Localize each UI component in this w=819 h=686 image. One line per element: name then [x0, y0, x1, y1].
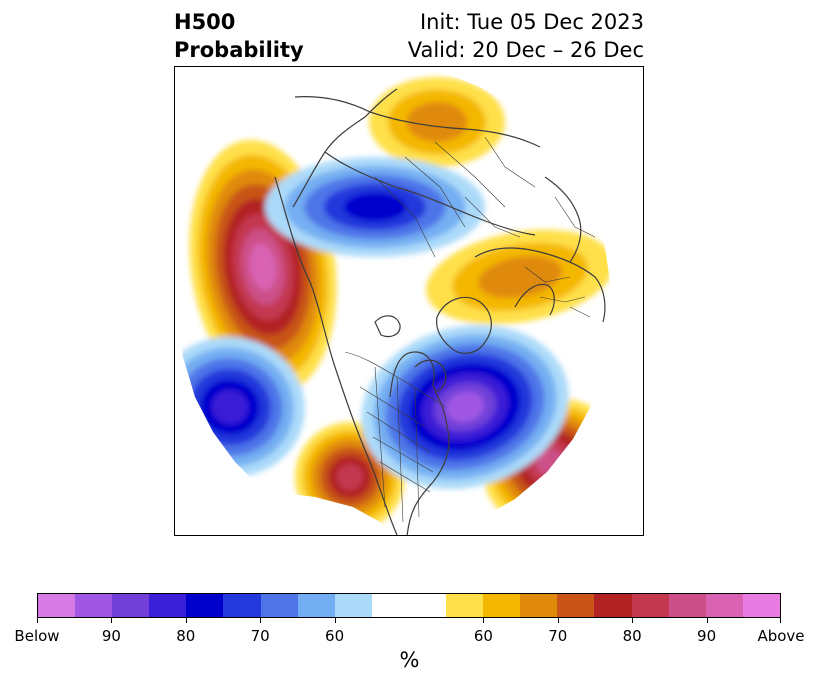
colorbar-cell [483, 594, 521, 617]
colorbar-tick [111, 618, 113, 623]
colorbar-unit: % [399, 648, 420, 672]
colorbar-cell [149, 594, 187, 617]
colorbar-tick-label: 90 [101, 627, 121, 645]
colorbar-tick-label: 70 [548, 627, 568, 645]
blob-hudson [361, 325, 569, 489]
colorbar-tick [780, 618, 781, 623]
colorbar-tick [632, 618, 634, 623]
coastline-mediterranean [544, 176, 582, 263]
blob-siberia [369, 77, 505, 167]
colorbar-cell [371, 594, 409, 617]
colorbar-cell [705, 594, 743, 617]
colorbar-cell [38, 594, 76, 617]
blob-west-canada-contour [249, 243, 277, 291]
colorbar-cell [297, 594, 335, 617]
map-panel [174, 66, 644, 536]
title-left: H500 Probability [174, 8, 304, 64]
colorbar-cell [186, 594, 224, 617]
title-variable: H500 [174, 10, 236, 34]
colorbar-tick [260, 618, 262, 623]
blob-north-pacific-contour [211, 389, 249, 425]
coastline-north-america-east [389, 351, 450, 535]
title-right: Init: Tue 05 Dec 2023 Valid: 20 Dec – 26… [408, 8, 644, 64]
coastline-hudson-bay [414, 359, 447, 393]
probability-map [175, 67, 611, 535]
blob-siberia-contour [406, 102, 468, 142]
colorbar-tick [483, 618, 485, 623]
colorbar-tick-label: 70 [250, 627, 270, 645]
coastline-scandinavia [514, 283, 555, 316]
colorbar-tick [334, 618, 336, 623]
colorbar-cell [223, 594, 261, 617]
colorbar-tick-label: Below [14, 627, 60, 645]
colorbar-tick [706, 618, 708, 623]
coastline-asia-north [324, 151, 536, 236]
colorbar-cell [631, 594, 669, 617]
colorbar-cell [668, 594, 706, 617]
coastline-europe [474, 247, 606, 323]
colorbar [37, 593, 781, 618]
border-us-states-2 [374, 366, 420, 523]
border-eurasia-1 [374, 141, 506, 258]
border-eurasia-2 [464, 136, 596, 238]
coastline-alaska [292, 88, 398, 208]
colorbar-cell [557, 594, 595, 617]
blob-central-asia-contour [343, 192, 407, 222]
coastline-arctic-islands [374, 315, 401, 338]
colorbar-cell [408, 594, 447, 617]
valid-range: Valid: 20 Dec – 26 Dec [407, 38, 644, 62]
colorbar-tick-label: 80 [176, 627, 196, 645]
init-date: Init: Tue 05 Dec 2023 [419, 10, 644, 34]
coastline-greenland [436, 296, 492, 354]
title-type: Probability [174, 38, 304, 62]
colorbar-cell [334, 594, 372, 617]
colorbar-cell [520, 594, 558, 617]
colorbar-cell [260, 594, 298, 617]
colorbar-labels: Below 90 80 70 60 60 70 80 90 Above [0, 627, 819, 647]
colorbar-tick [185, 618, 187, 623]
coastline-north-america-west [274, 176, 398, 535]
colorbar-tick [557, 618, 559, 623]
colorbar-tick-label: 80 [622, 627, 642, 645]
colorbar-tick-label: Above [757, 627, 805, 645]
colorbar-tick [37, 618, 38, 623]
colorbar-cell [112, 594, 150, 617]
colorbar-ticks [37, 618, 781, 624]
blob-hudson-contour [445, 391, 485, 423]
coastline-asia-east [294, 96, 541, 148]
colorbar-cell [742, 594, 780, 617]
colorbar-tick-label: 60 [325, 627, 345, 645]
colorbar-cell [446, 594, 484, 617]
colorbar-cell [75, 594, 113, 617]
blob-southwest-us-contour [336, 463, 364, 491]
blob-eurasia-contour [478, 255, 562, 299]
blob-central-asia [265, 157, 485, 257]
colorbar-cell [594, 594, 632, 617]
border-europe [524, 266, 591, 318]
border-us-states-1 [359, 386, 434, 493]
colorbar-tick-label: 60 [473, 627, 493, 645]
colorbar-tick-label: 90 [697, 627, 717, 645]
